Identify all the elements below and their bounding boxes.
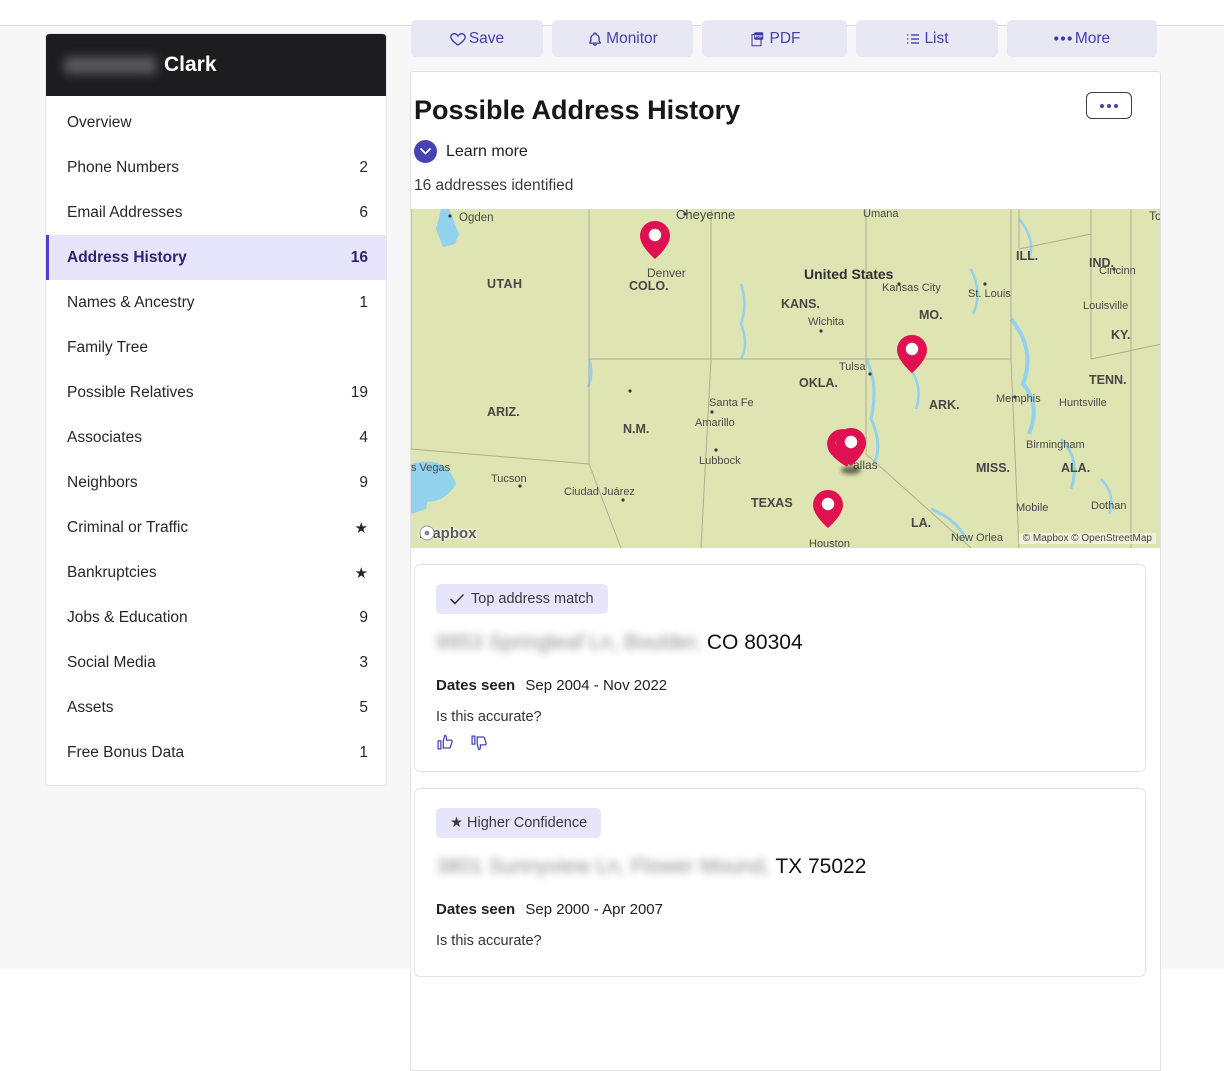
svg-text:Houston: Houston xyxy=(809,538,850,548)
svg-text:Tucson: Tucson xyxy=(491,473,527,485)
svg-text:St. Louis: St. Louis xyxy=(968,288,1011,300)
svg-text:ARK.: ARK. xyxy=(929,398,960,412)
svg-text:ILL.: ILL. xyxy=(1016,249,1038,263)
svg-text:MISS.: MISS. xyxy=(976,461,1010,475)
svg-text:Cheyenne: Cheyenne xyxy=(676,209,735,222)
svg-text:TENN.: TENN. xyxy=(1089,373,1127,387)
svg-text:United States: United States xyxy=(804,266,894,282)
svg-text:Ogden: Ogden xyxy=(459,212,494,224)
svg-text:UTAH: UTAH xyxy=(487,277,522,291)
svg-text:TEXAS: TEXAS xyxy=(751,496,793,510)
svg-text:LA.: LA. xyxy=(911,516,931,530)
svg-text:ALA.: ALA. xyxy=(1061,461,1090,475)
svg-text:MO.: MO. xyxy=(919,308,943,322)
svg-text:COLO.: COLO. xyxy=(629,279,669,293)
svg-text:PDF: PDF xyxy=(754,33,763,38)
svg-text:Santa Fe: Santa Fe xyxy=(709,397,754,409)
svg-text:s Vegas: s Vegas xyxy=(411,462,451,474)
svg-text:Ciudad Juárez: Ciudad Juárez xyxy=(564,486,635,498)
svg-text:KY.: KY. xyxy=(1111,328,1130,342)
svg-text:OKLA.: OKLA. xyxy=(799,376,838,390)
svg-text:KANS.: KANS. xyxy=(781,297,820,311)
svg-text:Mobile: Mobile xyxy=(1016,502,1048,514)
svg-text:ARIZ.: ARIZ. xyxy=(487,405,520,419)
svg-text:Amarillo: Amarillo xyxy=(695,417,735,429)
svg-text:Birmingham: Birmingham xyxy=(1026,439,1085,451)
svg-text:Cincinn: Cincinn xyxy=(1099,265,1136,277)
svg-text:Wichita: Wichita xyxy=(808,316,845,328)
svg-text:New Orlea: New Orlea xyxy=(951,532,1004,544)
svg-text:Kansas City: Kansas City xyxy=(882,282,941,294)
svg-text:N.M.: N.M. xyxy=(623,422,649,436)
svg-text:Huntsville: Huntsville xyxy=(1059,397,1107,409)
svg-text:Denver: Denver xyxy=(647,266,686,280)
svg-text:Umana: Umana xyxy=(863,209,899,220)
svg-text:Toled: Toled xyxy=(1149,209,1161,223)
svg-text:Lubbock: Lubbock xyxy=(699,455,741,467)
svg-text:Memphis: Memphis xyxy=(996,393,1041,405)
svg-text:Louisville: Louisville xyxy=(1083,300,1128,312)
svg-text:Tulsa: Tulsa xyxy=(839,361,866,373)
svg-text:Dothan: Dothan xyxy=(1091,500,1126,512)
